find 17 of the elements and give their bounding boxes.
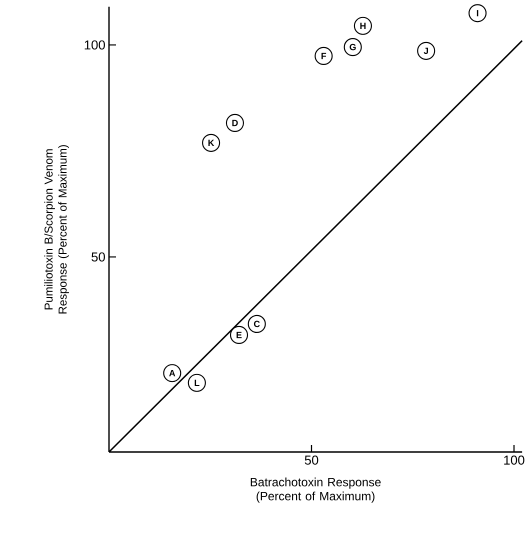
point: [468, 4, 487, 22]
annotation: C: [254, 320, 260, 328]
y-axis-title: Pumiliotoxin B/Scorpion Venom Response (Percent of Maximum): [44, 145, 69, 314]
annotation: G: [350, 44, 356, 50]
annotation: K: [208, 140, 214, 146]
annotation: D: [232, 120, 238, 126]
annotation: F: [322, 52, 326, 60]
annotation: J: [424, 48, 428, 54]
annotation: L: [194, 380, 200, 386]
annotation: H: [360, 22, 366, 29]
x-axis-title: Batrachotoxin Response (Percent of Maximum): [250, 478, 381, 503]
annotation: I: [476, 10, 478, 16]
annotation: A: [169, 370, 176, 376]
annotation: E: [236, 332, 242, 338]
point: [417, 42, 436, 60]
point: [314, 46, 333, 66]
point: [188, 374, 206, 392]
